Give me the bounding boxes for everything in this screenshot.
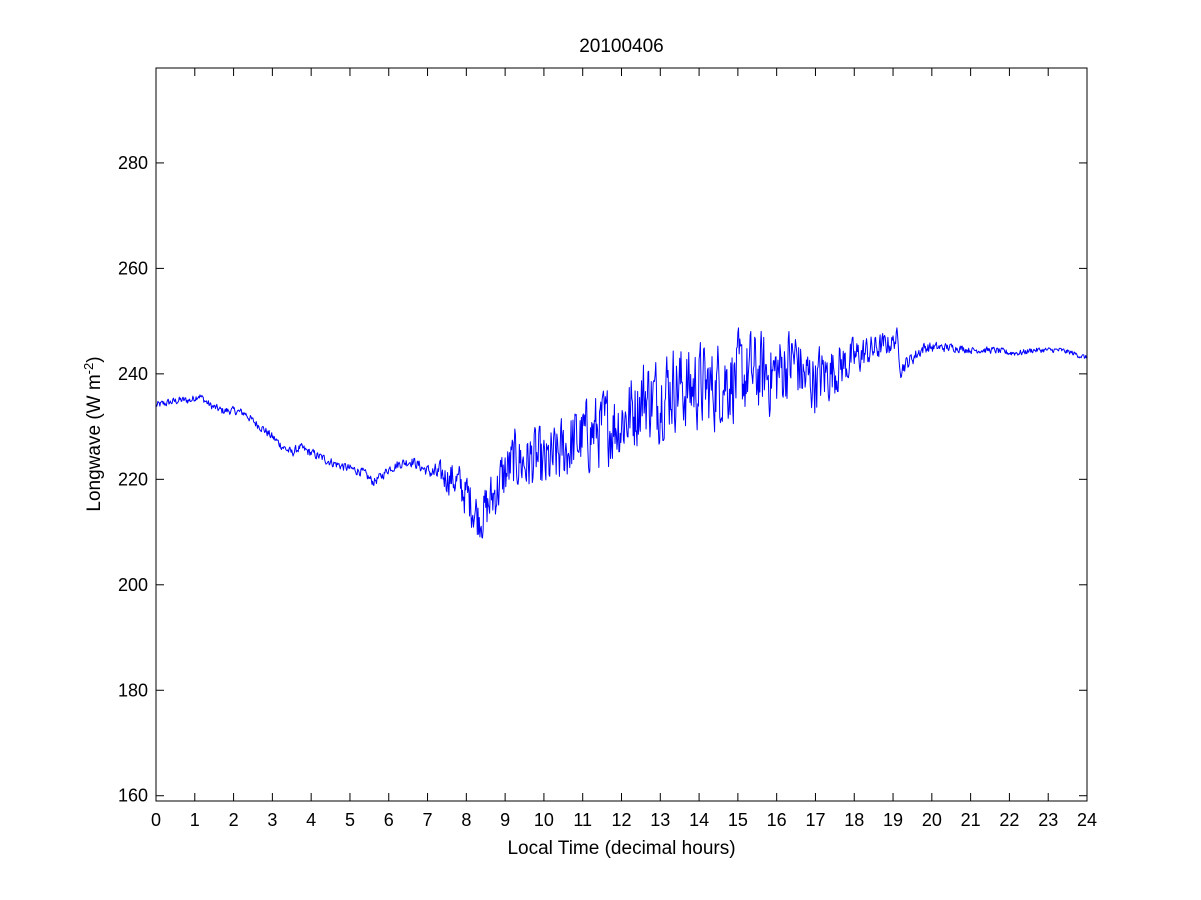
x-tick-label: 4: [306, 810, 316, 830]
y-axis-label-close: ): [84, 356, 105, 362]
y-tick-label: 240: [118, 364, 148, 384]
x-tick-label: 18: [844, 810, 864, 830]
y-tick-label: 200: [118, 575, 148, 595]
x-tick-label: 11: [573, 810, 592, 830]
x-tick-label: 13: [650, 810, 670, 830]
y-tick-label: 260: [118, 258, 148, 278]
chart-title: 20100406: [579, 36, 664, 57]
x-tick-label: 22: [999, 810, 1019, 830]
x-tick-label: 15: [728, 810, 748, 830]
y-tick-label: 160: [118, 786, 148, 806]
plot-frame: [155, 67, 1088, 802]
series-line: [155, 327, 1088, 539]
x-tick-label: 5: [345, 810, 355, 830]
y-axis-label: Longwave (W m-2): [81, 356, 105, 511]
series-layer: [155, 327, 1088, 539]
y-tick-label: 180: [118, 680, 148, 700]
y-tick-label: 280: [118, 153, 148, 173]
x-tick-label: 14: [689, 810, 709, 830]
x-tick-label: 24: [1077, 810, 1097, 830]
x-tick-label: 6: [384, 810, 394, 830]
x-tick-label: 21: [961, 810, 981, 830]
x-tick-label: 23: [1038, 810, 1058, 830]
x-tick-label: 19: [883, 810, 903, 830]
y-tick-label: 220: [118, 469, 148, 489]
x-tick-label: 0: [151, 810, 161, 830]
x-tick-label: 8: [461, 810, 471, 830]
x-tick-label: 10: [534, 810, 554, 830]
x-tick-label: 7: [423, 810, 433, 830]
x-tick-label: 9: [500, 810, 510, 830]
tick-layer: 0 1 2 3 4 5 6 7 8 9 10 11 12 13 14 15 16 17 18 19 20 21 22 23 24…: [118, 68, 1097, 830]
y-axis-label-main: Longwave (W m: [84, 374, 105, 511]
x-tick-label: 20: [922, 810, 942, 830]
y-axis-label-superscript: -2: [81, 363, 96, 375]
x-tick-label: 2: [229, 810, 239, 830]
x-tick-label: 17: [805, 810, 825, 830]
x-tick-label: 1: [190, 810, 200, 830]
x-axis-label: Local Time (decimal hours): [507, 838, 735, 859]
x-tick-label: 16: [767, 810, 787, 830]
x-tick-label: 3: [267, 810, 277, 830]
x-tick-label: 12: [611, 810, 631, 830]
